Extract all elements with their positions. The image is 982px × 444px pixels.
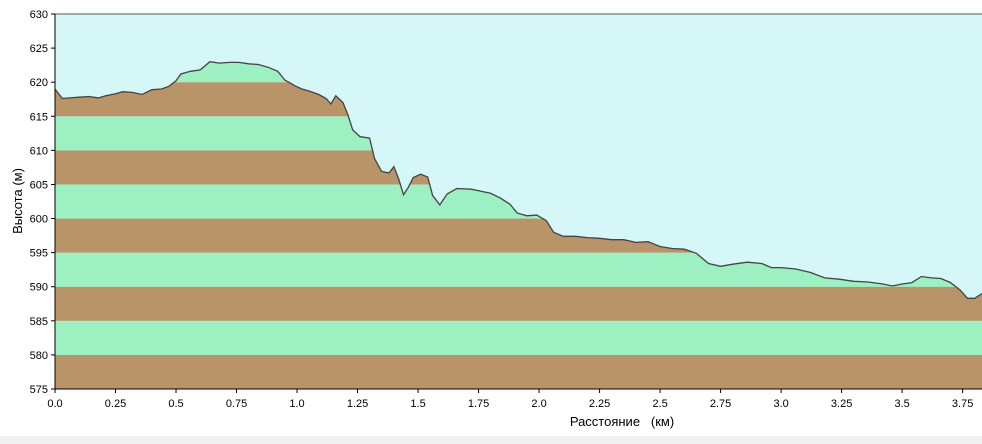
x-tick-label: 2.25	[589, 398, 610, 410]
x-tick-label: 0.25	[105, 398, 126, 410]
y-tick-label: 580	[30, 350, 48, 362]
x-tick-label: 1.0	[289, 398, 304, 410]
x-tick-label: 2.5	[652, 398, 667, 410]
y-tick-label: 575	[30, 384, 48, 396]
y-tick-label: 600	[30, 214, 48, 226]
y-tick-label: 625	[30, 43, 48, 55]
x-tick-label: 0.0	[47, 398, 62, 410]
y-tick-label: 595	[30, 248, 48, 260]
y-tick-label: 630	[30, 9, 48, 21]
x-tick-label: 3.75	[952, 398, 973, 410]
elevation-profile-line	[54, 61, 982, 299]
x-tick-label: 1.75	[468, 398, 489, 410]
x-tick-label: 0.5	[168, 398, 183, 410]
x-tick-label: 1.5	[410, 398, 425, 410]
y-tick-label: 605	[30, 179, 48, 191]
x-tick-label: 2.75	[710, 398, 731, 410]
x-tick-label: 3.5	[894, 398, 909, 410]
x-tick-label: 2.0	[531, 398, 546, 410]
x-tick-label: 0.75	[226, 398, 247, 410]
y-tick-label: 615	[30, 111, 48, 123]
y-tick-label: 610	[30, 145, 48, 157]
x-tick-label: 1.25	[347, 398, 368, 410]
x-tick-label: 3.0	[773, 398, 788, 410]
y-tick-label: 590	[30, 282, 48, 294]
x-tick-label: 3.25	[831, 398, 852, 410]
y-tick-label: 585	[30, 316, 48, 328]
x-axis-label: Расстояние (км)	[570, 414, 674, 429]
y-tick-label: 620	[30, 77, 48, 89]
sky-area	[55, 14, 982, 299]
elevation-band-green	[55, 320, 982, 355]
elevation-band-brown	[55, 354, 982, 389]
elevation-band-brown	[55, 286, 982, 321]
y-axis-label: Высота (м)	[10, 168, 25, 234]
